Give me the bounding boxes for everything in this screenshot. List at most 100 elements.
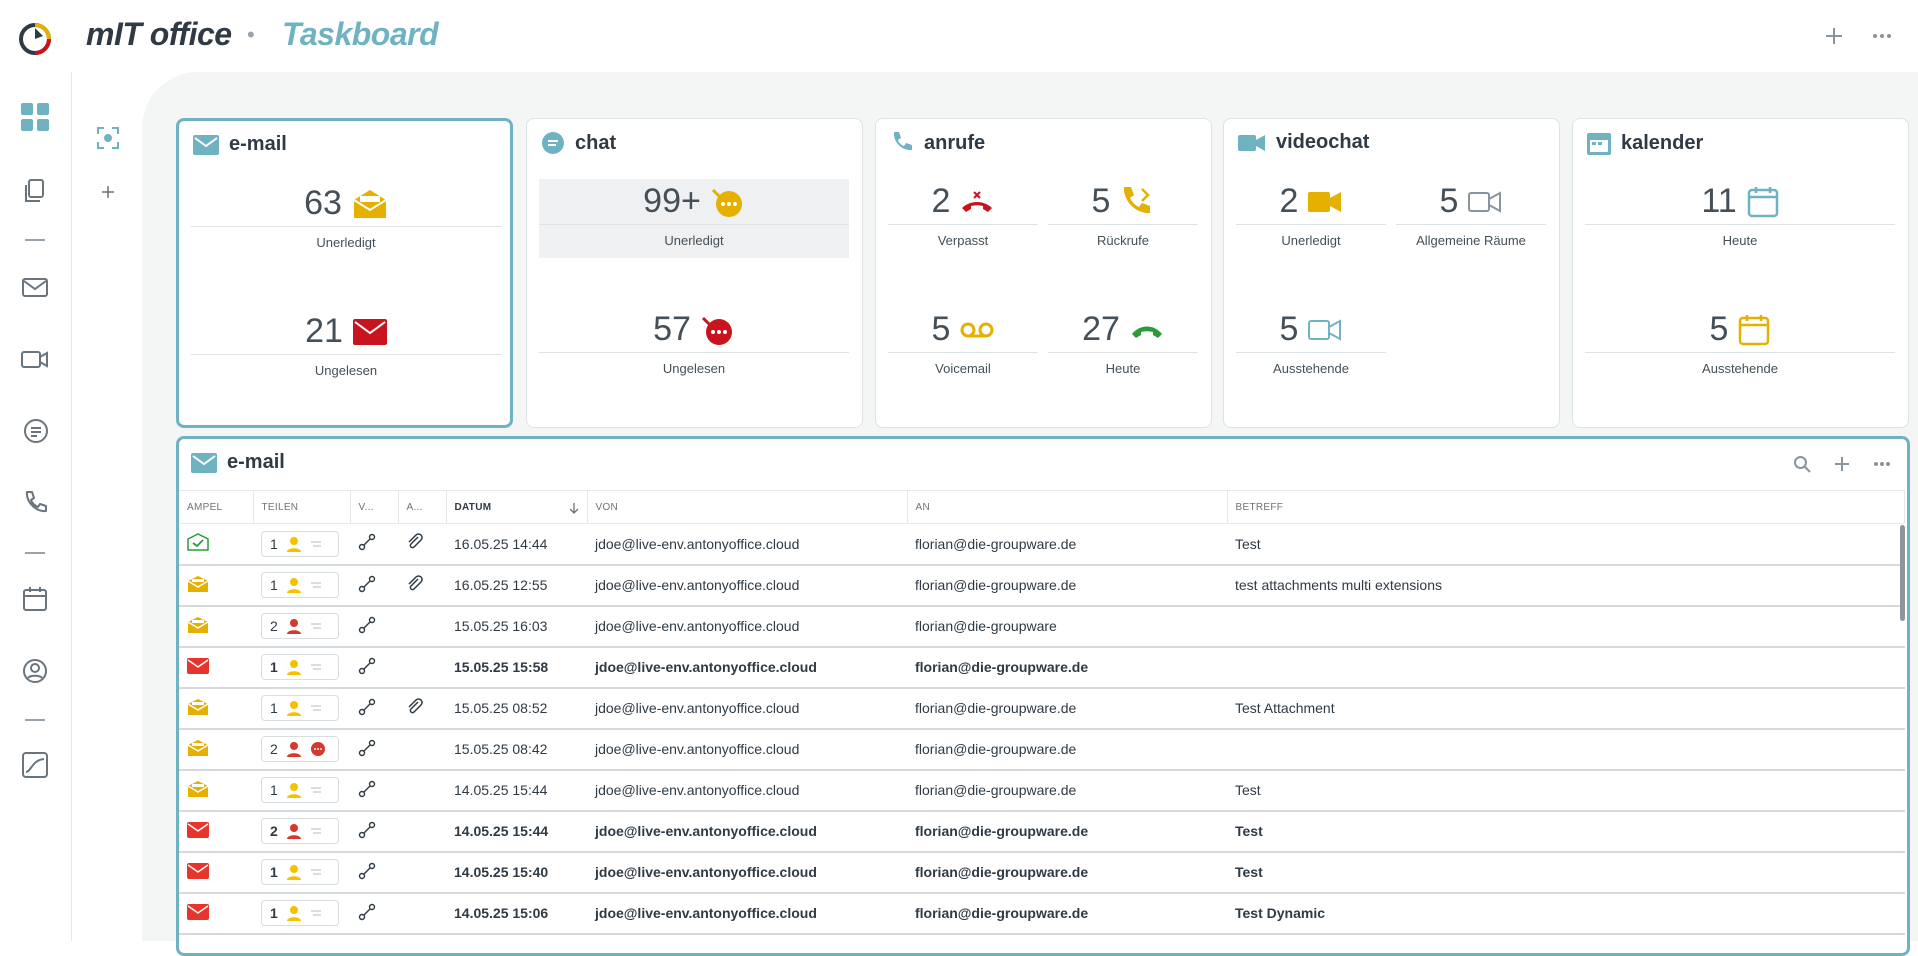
col-ampel[interactable]: AMPEL [179, 490, 254, 524]
ampel-cell[interactable] [179, 851, 253, 894]
ampel-cell[interactable] [179, 892, 253, 935]
rail-email[interactable] [18, 270, 52, 304]
share-cell[interactable]: 2 [253, 728, 350, 771]
ampel-cell[interactable] [179, 523, 253, 566]
link-cell[interactable] [350, 810, 398, 853]
attachment-cell[interactable] [398, 687, 446, 730]
rail-calendar[interactable] [18, 582, 52, 616]
calls-stat-heute[interactable]: 27 Heute [1048, 307, 1198, 376]
share-cell[interactable]: 1 [253, 769, 350, 812]
rail-documents[interactable] [18, 174, 52, 208]
link-cell[interactable] [350, 851, 398, 894]
calls-card[interactable]: anrufe 2 Verpasst 5 Rückrufe 5 Voicemail… [875, 118, 1212, 428]
ampel-cell[interactable] [179, 646, 253, 689]
rail-calls[interactable] [18, 486, 52, 520]
table-row[interactable]: 1 16.05.25 14:44 jdoe@live-env.antonyoff… [179, 523, 1905, 566]
add-button[interactable] [1818, 20, 1850, 52]
rail-reports[interactable] [18, 748, 52, 782]
table-row[interactable]: 1 15.05.25 08:52 jdoe@live-env.antonyoff… [179, 687, 1905, 730]
email-card[interactable]: e-mail 63 Unerledigt 21 Ungelesen [176, 118, 513, 428]
stat-label: Rückrufe [1096, 233, 1150, 248]
date-cell: 14.05.25 15:44 [446, 769, 587, 812]
table-row[interactable]: 1 15.05.25 15:58 jdoe@live-env.antonyoff… [179, 646, 1905, 689]
col-v[interactable]: V... [350, 490, 399, 524]
col-betreff[interactable]: BETREFF [1227, 490, 1905, 524]
table-row[interactable]: 1 16.05.25 12:55 jdoe@live-env.antonyoff… [179, 564, 1905, 607]
share-box[interactable]: 2 [261, 736, 339, 762]
rail-video[interactable] [18, 342, 52, 376]
share-cell[interactable]: 2 [253, 605, 350, 648]
link-cell[interactable] [350, 892, 398, 935]
calls-stat-rueckrufe[interactable]: 5 Rückrufe [1048, 179, 1198, 248]
table-row[interactable]: 1 14.05.25 15:40 jdoe@live-env.antonyoff… [179, 851, 1905, 894]
attachment-cell[interactable] [398, 523, 446, 566]
calls-stat-voicemail[interactable]: 5 Voicemail [888, 307, 1038, 376]
share-cell[interactable]: 1 [253, 523, 350, 566]
from-cell: jdoe@live-env.antonyoffice.cloud [587, 769, 907, 812]
share-cell[interactable]: 1 [253, 851, 350, 894]
share-cell[interactable]: 1 [253, 564, 350, 607]
link-cell[interactable] [350, 605, 398, 648]
share-box[interactable]: 2 [261, 613, 339, 639]
attachment-cell[interactable] [398, 564, 446, 607]
video-stat-ausstehende[interactable]: 5 Ausstehende [1236, 307, 1386, 376]
chat-stat-ungelesen[interactable]: 57 Ungelesen [539, 307, 849, 376]
link-cell[interactable] [350, 646, 398, 689]
table-row[interactable]: 2 15.05.25 16:03 jdoe@live-env.antonyoff… [179, 605, 1905, 648]
focus-view-button[interactable] [92, 122, 124, 154]
col-von[interactable]: VON [587, 490, 908, 524]
panel-more-button[interactable] [1871, 453, 1893, 475]
search-button[interactable] [1791, 453, 1813, 475]
share-box[interactable]: 1 [261, 654, 339, 680]
rail-taskboard[interactable] [18, 100, 52, 134]
share-box[interactable]: 1 [261, 900, 339, 926]
share-cell[interactable]: 2 [253, 810, 350, 853]
link-cell[interactable] [350, 687, 398, 730]
link-cell[interactable] [350, 564, 398, 607]
share-box[interactable]: 1 [261, 777, 339, 803]
share-box[interactable]: 2 [261, 818, 339, 844]
col-an[interactable]: AN [907, 490, 1228, 524]
share-cell[interactable]: 1 [253, 687, 350, 730]
email-stat-ungelesen[interactable]: 21 Ungelesen [191, 309, 501, 378]
video-stat-unerledigt[interactable]: 2 Unerledigt [1236, 179, 1386, 248]
subject-cell [1227, 728, 1905, 771]
more-button[interactable] [1866, 20, 1898, 52]
col-a[interactable]: A... [398, 490, 447, 524]
col-datum[interactable]: DATUM [446, 490, 588, 524]
table-row[interactable]: 2 15.05.25 08:42 jdoe@live-env.antonyoff… [179, 728, 1905, 771]
table-row[interactable]: 2 14.05.25 15:44 jdoe@live-env.antonyoff… [179, 810, 1905, 853]
share-cell[interactable]: 1 [253, 892, 350, 935]
link-cell[interactable] [350, 769, 398, 812]
email-stat-unerledigt[interactable]: 63 Unerledigt [191, 181, 501, 250]
link-cell[interactable] [350, 523, 398, 566]
rail-chat[interactable] [18, 414, 52, 448]
table-scrollbar[interactable] [1900, 525, 1905, 621]
calendar-stat-heute[interactable]: 11 Heute [1585, 179, 1895, 248]
chat-card[interactable]: chat 99+ Unerledigt 57 Ungelesen [526, 118, 863, 428]
video-stat-allgemeine-raeume[interactable]: 5 Allgemeine Räume [1396, 179, 1546, 248]
share-box[interactable]: 1 [261, 530, 339, 557]
calendar-card[interactable]: kalender 11 Heute 5 Ausstehende [1572, 118, 1909, 428]
new-email-button[interactable] [1831, 453, 1853, 475]
table-row[interactable]: 1 14.05.25 15:44 jdoe@live-env.antonyoff… [179, 769, 1905, 812]
share-cell[interactable]: 1 [253, 646, 350, 689]
ampel-cell[interactable] [179, 605, 253, 648]
link-cell[interactable] [350, 728, 398, 771]
rail-contacts[interactable] [18, 654, 52, 688]
share-box[interactable]: 1 [261, 572, 339, 598]
chat-stat-unerledigt[interactable]: 99+ Unerledigt [539, 179, 849, 258]
share-box[interactable]: 1 [261, 859, 339, 885]
ampel-cell[interactable] [179, 810, 253, 853]
add-view-button[interactable] [92, 176, 124, 208]
calendar-stat-ausstehende[interactable]: 5 Ausstehende [1585, 307, 1895, 376]
table-row[interactable]: 1 14.05.25 15:06 jdoe@live-env.antonyoff… [179, 892, 1905, 935]
ampel-cell[interactable] [179, 687, 253, 730]
share-box[interactable]: 1 [261, 695, 339, 721]
ampel-cell[interactable] [179, 564, 253, 607]
ampel-cell[interactable] [179, 769, 253, 812]
col-teilen[interactable]: TEILEN [253, 490, 351, 524]
calls-stat-verpasst[interactable]: 2 Verpasst [888, 179, 1038, 248]
ampel-cell[interactable] [179, 728, 253, 771]
videochat-card[interactable]: videochat 2 Unerledigt 5 Allgemeine Räum… [1223, 118, 1560, 428]
